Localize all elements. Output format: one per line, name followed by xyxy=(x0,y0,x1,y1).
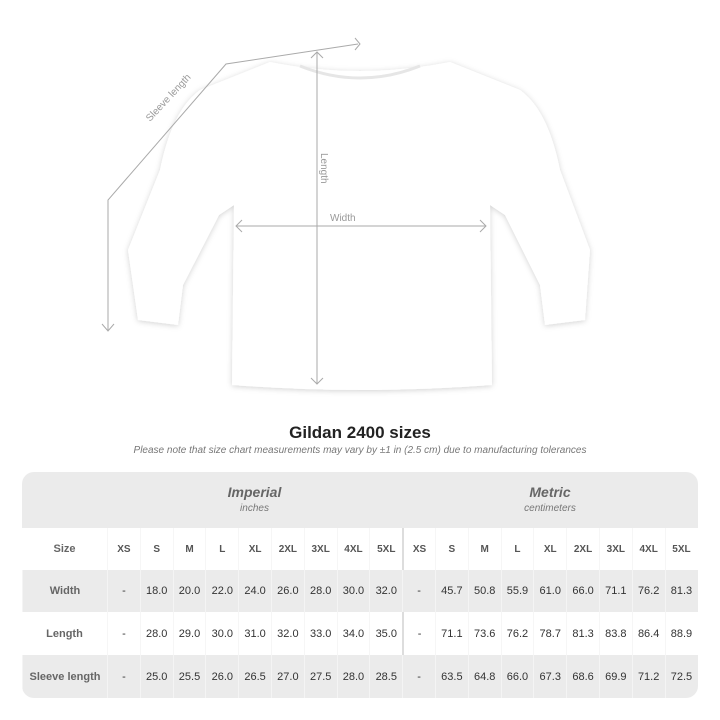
metric-unit: centimeters xyxy=(524,503,576,514)
chart-title: Gildan 2400 sizes xyxy=(289,423,431,442)
measurement-lines xyxy=(101,37,487,385)
imperial-value: 20.0 xyxy=(172,570,206,612)
imperial-value: 33.0 xyxy=(303,612,337,655)
imperial-value: 18.0 xyxy=(139,570,173,612)
size-header-imperial: XL xyxy=(238,528,271,570)
imperial-value: 27.5 xyxy=(303,655,337,698)
metric-value: 81.3 xyxy=(664,570,698,612)
imperial-value: 28.5 xyxy=(369,655,402,698)
metric-group: Metric centimeters xyxy=(402,484,698,514)
imperial-value: 26.5 xyxy=(238,655,271,698)
size-header-metric: 4XL xyxy=(631,528,665,570)
metric-value: 64.8 xyxy=(467,655,501,698)
size-header-imperial: M xyxy=(172,528,206,570)
imperial-value: 30.0 xyxy=(336,570,370,612)
metric-value: 66.0 xyxy=(500,655,534,698)
metric-value: 68.6 xyxy=(566,655,599,698)
metric-value: - xyxy=(402,570,435,612)
imperial-title: Imperial xyxy=(227,484,282,500)
metric-title: Metric xyxy=(529,484,571,500)
size-header-metric: L xyxy=(500,528,534,570)
imperial-value: 29.0 xyxy=(172,612,206,655)
metric-value: 69.9 xyxy=(598,655,632,698)
imperial-value: 27.0 xyxy=(270,655,304,698)
imperial-value: 25.5 xyxy=(172,655,206,698)
metric-value: 63.5 xyxy=(434,655,468,698)
imperial-value: 31.0 xyxy=(238,612,271,655)
metric-value: 61.0 xyxy=(533,570,566,612)
metric-value: 71.2 xyxy=(631,655,665,698)
metric-value: 45.7 xyxy=(434,570,468,612)
table-header: Imperial inches Metric centimeters xyxy=(22,472,698,528)
row-label: Width xyxy=(22,570,107,612)
size-header-metric: S xyxy=(434,528,468,570)
imperial-value: - xyxy=(107,655,140,698)
imperial-value: - xyxy=(107,612,140,655)
row-label: Sleeve length xyxy=(22,655,107,698)
size-header-metric: 2XL xyxy=(566,528,599,570)
size-header-imperial: 2XL xyxy=(270,528,304,570)
imperial-value: 26.0 xyxy=(270,570,304,612)
shirt-diagram: Sleeve length Length Width xyxy=(101,37,590,390)
size-header-metric: 5XL xyxy=(664,528,698,570)
metric-value: - xyxy=(402,612,435,655)
imperial-value: - xyxy=(107,570,140,612)
metric-value: 71.1 xyxy=(434,612,468,655)
metric-value: 76.2 xyxy=(631,570,665,612)
size-header-row: Size XS S M L XL 2XL 3XL 4XL 5XL XS S M L XL 2XL 3XL 4XL 5… xyxy=(22,528,698,570)
imperial-value: 35.0 xyxy=(369,612,402,655)
metric-value: 81.3 xyxy=(566,612,599,655)
size-header-imperial: 5XL xyxy=(369,528,402,570)
width-label: Width xyxy=(330,213,356,224)
table-row: Sleeve length -25.0 25.5 26.0 26.5 27.0 27.5 28… xyxy=(22,655,698,698)
size-table: Imperial inches Metric centimeters Size X… xyxy=(22,472,698,698)
size-header-metric: M xyxy=(467,528,501,570)
size-header-imperial: L xyxy=(205,528,238,570)
metric-value: 55.9 xyxy=(500,570,534,612)
size-header-imperial: 4XL xyxy=(336,528,370,570)
table-row: Length -28.0 29.0 30.0 31.0 32.0 33.0 34.0 35.0-… xyxy=(22,612,698,655)
metric-value: 78.7 xyxy=(533,612,566,655)
size-header-metric: 3XL xyxy=(598,528,632,570)
imperial-value: 32.0 xyxy=(369,570,402,612)
metric-value: 67.3 xyxy=(533,655,566,698)
row-label: Length xyxy=(46,627,83,640)
metric-value: 66.0 xyxy=(566,570,599,612)
metric-value: 83.8 xyxy=(598,612,632,655)
imperial-value: 26.0 xyxy=(205,655,238,698)
metric-value: 71.1 xyxy=(598,570,632,612)
metric-value: 88.9 xyxy=(664,612,698,655)
imperial-value: 34.0 xyxy=(336,612,370,655)
length-label: Length xyxy=(318,153,329,184)
table-row: Width -18.0 20.0 22.0 24.0 26.0 28.0 30.0 32.0-4… xyxy=(22,570,698,612)
imperial-group: Imperial inches xyxy=(107,484,402,514)
imperial-value: 25.0 xyxy=(139,655,173,698)
imperial-unit: inches xyxy=(240,503,269,514)
size-label: Size xyxy=(53,543,76,555)
imperial-value: 28.0 xyxy=(336,655,370,698)
tolerance-note: Please note that size chart measurements… xyxy=(133,445,587,456)
metric-value: 76.2 xyxy=(500,612,534,655)
size-header-imperial: 3XL xyxy=(303,528,337,570)
imperial-value: 28.0 xyxy=(303,570,337,612)
metric-value: 50.8 xyxy=(467,570,501,612)
metric-value: 72.5 xyxy=(664,655,698,698)
imperial-value: 22.0 xyxy=(205,570,238,612)
imperial-value: 32.0 xyxy=(270,612,304,655)
imperial-value: 30.0 xyxy=(205,612,238,655)
metric-value: - xyxy=(402,655,435,698)
size-header-imperial: XS xyxy=(107,528,140,570)
imperial-value: 24.0 xyxy=(238,570,271,612)
size-header-imperial: S xyxy=(139,528,173,570)
metric-value: 73.6 xyxy=(467,612,501,655)
shirt-collar xyxy=(299,64,421,80)
imperial-value: 28.0 xyxy=(139,612,173,655)
metric-value: 86.4 xyxy=(631,612,665,655)
size-header-metric: XS xyxy=(402,528,435,570)
size-header-metric: XL xyxy=(533,528,566,570)
